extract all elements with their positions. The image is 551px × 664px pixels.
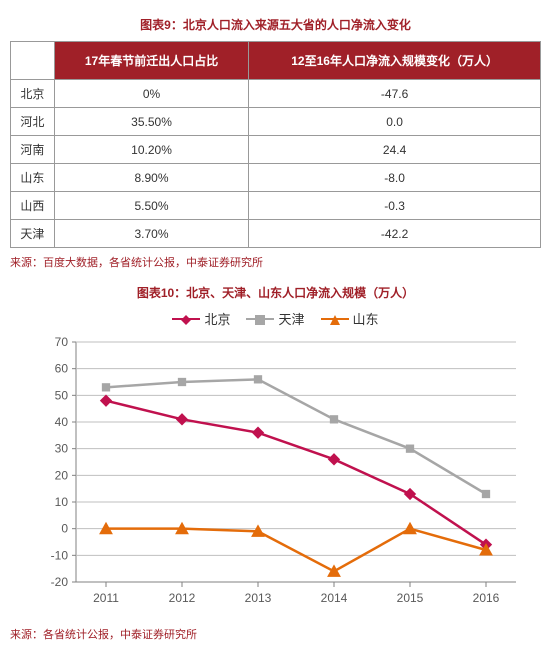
table-cell: -0.3 (249, 192, 541, 220)
chart10-svg: -20 -10 0 10 20 30 40 50 60 70 2011 2012 2013 2014 201… (26, 332, 526, 622)
chart10-source: 来源：各省统计公报，中泰证券研究所 (10, 626, 541, 642)
svg-text:20: 20 (54, 468, 68, 482)
legend-item: 北京 (172, 309, 230, 328)
table-cell: 北京 (11, 80, 55, 108)
svg-text:40: 40 (54, 415, 68, 429)
svg-text:2012: 2012 (168, 591, 195, 605)
table-cell: 10.20% (54, 136, 248, 164)
svg-text:10: 10 (54, 495, 68, 509)
table-cell: 5.50% (54, 192, 248, 220)
table9-header-col1: 17年春节前迁出人口占比 (54, 42, 248, 80)
table-row: 山西5.50%-0.3 (11, 192, 541, 220)
table-cell: -42.2 (249, 220, 541, 248)
table-row: 山东8.90%-8.0 (11, 164, 541, 192)
legend-label: 山东 (353, 309, 379, 328)
table-cell: 河北 (11, 108, 55, 136)
table9-header-empty (11, 42, 55, 80)
svg-text:-10: -10 (50, 548, 68, 562)
table-row: 河北35.50%0.0 (11, 108, 541, 136)
svg-text:2011: 2011 (93, 591, 119, 605)
table-row: 河南10.20%24.4 (11, 136, 541, 164)
svg-text:60: 60 (54, 362, 68, 376)
table-row: 北京0%-47.6 (11, 80, 541, 108)
table-cell: 35.50% (54, 108, 248, 136)
legend-label: 北京 (204, 309, 230, 328)
svg-text:30: 30 (54, 442, 68, 456)
table9: 17年春节前迁出人口占比 12至16年人口净流入规模变化（万人） 北京0%-47… (10, 41, 541, 248)
legend-item: 天津 (246, 309, 304, 328)
svg-text:0: 0 (61, 522, 68, 536)
svg-text:2013: 2013 (244, 591, 271, 605)
table-cell: 山西 (11, 192, 55, 220)
table9-source: 来源：百度大数据，各省统计公报，中泰证券研究所 (10, 254, 541, 270)
svg-text:50: 50 (54, 388, 68, 402)
table-cell: 3.70% (54, 220, 248, 248)
table-cell: 河南 (11, 136, 55, 164)
chart10-legend: 北京 天津 山东 (26, 309, 526, 328)
table-cell: 0.0 (249, 108, 541, 136)
table-cell: 8.90% (54, 164, 248, 192)
table-cell: 24.4 (249, 136, 541, 164)
chart10-title: 图表10：北京、天津、山东人口净流入规模（万人） (10, 284, 541, 301)
table9-header-col2: 12至16年人口净流入规模变化（万人） (249, 42, 541, 80)
table-cell: 天津 (11, 220, 55, 248)
chart10: 北京 天津 山东 -20 -10 0 10 20 30 40 50 60 70 2011 2012 2013… (26, 309, 526, 622)
table-cell: 0% (54, 80, 248, 108)
table-cell: 山东 (11, 164, 55, 192)
svg-text:2015: 2015 (396, 591, 423, 605)
table-cell: -47.6 (249, 80, 541, 108)
table9-title: 图表9：北京人口流入来源五大省的人口净流入变化 (10, 16, 541, 33)
svg-text:70: 70 (54, 335, 68, 349)
svg-text:-20: -20 (50, 575, 68, 589)
svg-text:2014: 2014 (320, 591, 347, 605)
legend-label: 天津 (278, 309, 304, 328)
table-row: 天津3.70%-42.2 (11, 220, 541, 248)
legend-item: 山东 (321, 309, 379, 328)
table-cell: -8.0 (249, 164, 541, 192)
svg-text:2016: 2016 (472, 591, 499, 605)
